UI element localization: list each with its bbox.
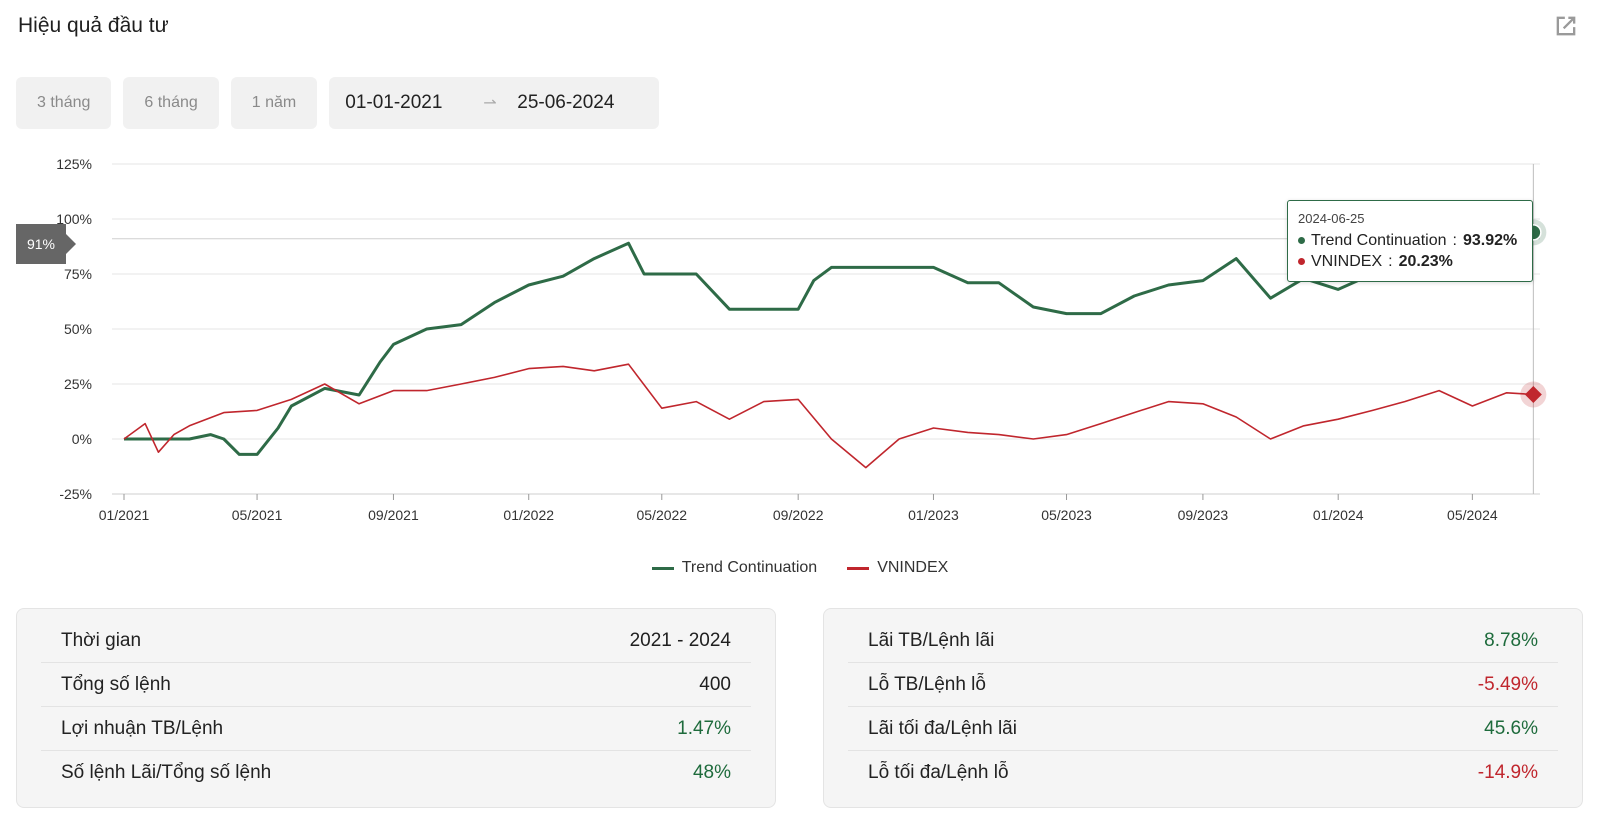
stat-label: Thời gian [61,629,142,651]
stat-row: Lợi nhuận TB/Lệnh 1.47% [41,707,751,751]
period-filters: 3 tháng 6 tháng 1 năm 01-01-2021 ⇀ 25-06… [16,77,660,129]
y-tick-label: 75% [64,266,92,282]
stat-value: 1.47% [677,717,731,739]
green-dot-icon [1298,237,1305,244]
x-tick-label: 05/2024 [1447,507,1498,523]
stat-row: Lãi TB/Lệnh lãi 8.78% [848,619,1558,663]
legend-line-icon [651,566,674,570]
x-tick-label: 05/2023 [1041,507,1092,523]
y-tick-label: 50% [64,321,92,337]
series-line-trend-continuation [124,230,1534,456]
stat-value: 45.6% [1484,717,1538,739]
stats-panel-right: Lãi TB/Lệnh lãi 8.78% Lỗ TB/Lệnh lỗ -5.4… [823,608,1583,808]
legend-line-icon [847,566,870,570]
header: Hiệu quả đầu tư [18,12,1600,42]
stat-value: 48% [692,762,731,783]
stat-row: Lãi tối đa/Lệnh lãi 45.6% [848,707,1558,751]
date-from-input[interactable]: 01-01-2021 [345,92,443,113]
tooltip-series-name: VNINDEX [1311,253,1383,270]
y-axis: 125% 100% 75% 50% 25% 0% -25% [56,156,92,502]
red-dot-icon [1298,258,1305,265]
stat-value: 2021 - 2024 [629,629,731,651]
period-6-months-button[interactable]: 6 tháng [123,77,219,129]
arrow-right-icon: ⇀ [483,95,497,112]
page-title: Hiệu quả đầu tư [18,14,169,37]
series-line-vnindex [123,363,1534,469]
x-tick-label: 09/2021 [368,507,419,523]
legend-label: Trend Continuation [681,559,818,576]
stat-row: Tổng số lệnh 400 [41,663,751,707]
x-tick-label: 05/2022 [636,507,687,523]
chart-tooltip: 2024-06-25 Trend Continuation: 93.92% VN… [1287,200,1533,282]
stat-row: Số lệnh Lãi/Tổng số lệnh 48% [41,751,751,795]
x-tick-label: 09/2022 [773,507,824,523]
x-tick-label: 05/2021 [232,507,283,523]
x-tick-label: 01/2023 [908,507,959,523]
stat-label: Lỗ tối đa/Lệnh lỗ [868,762,1009,783]
tooltip-row-index: VNINDEX: 20.23% [1298,251,1522,272]
open-external-icon[interactable] [1552,12,1580,40]
legend-label: VNINDEX [877,559,949,576]
y-tick-label: 125% [56,156,92,172]
tooltip-row-strategy: Trend Continuation: 93.92% [1298,230,1522,251]
date-range-picker[interactable]: 01-01-2021 ⇀ 25-06-2024 [329,77,660,129]
date-to-input[interactable]: 25-06-2024 [517,92,615,113]
x-tick-label: 09/2023 [1178,507,1229,523]
stat-value: 8.78% [1484,629,1538,651]
stat-label: Lợi nhuận TB/Lệnh [61,717,224,739]
stat-value: -5.49% [1477,673,1538,695]
legend-item-trend-continuation[interactable]: Trend Continuation [651,559,818,577]
y-tick-label: -25% [59,486,92,502]
chart-legend: Trend Continuation VNINDEX [0,559,1600,577]
stats-panel-left: Thời gian 2021 - 2024 Tổng số lệnh 400 L… [16,608,776,808]
tooltip-series-value: 20.23% [1398,253,1453,270]
period-1-year-button[interactable]: 1 năm [230,77,318,129]
crosshair-y-label: 91% [16,224,76,264]
stat-label: Lỗ TB/Lệnh lỗ [868,673,986,695]
stat-value: -14.9% [1477,762,1538,783]
stat-row: Lỗ tối đa/Lệnh lỗ -14.9% [848,751,1558,795]
period-3-months-button[interactable]: 3 tháng [16,77,112,129]
stat-label: Số lệnh Lãi/Tổng số lệnh [61,762,272,783]
stat-label: Lãi TB/Lệnh lãi [868,629,995,651]
x-tick-label: 01/2022 [503,507,554,523]
y-tick-label: 0% [72,431,92,447]
tooltip-series-value: 93.92% [1462,232,1518,249]
x-tick-label: 01/2021 [99,507,150,523]
stat-label: Tổng số lệnh [61,673,171,695]
stat-row: Lỗ TB/Lệnh lỗ -5.49% [848,663,1558,707]
x-tick-label: 01/2024 [1313,507,1364,523]
tooltip-series-name: Trend Continuation [1311,232,1447,249]
chart-grid [112,163,1540,495]
chart-series [123,230,1534,469]
performance-chart[interactable]: 125% 100% 75% 50% 25% 0% -25% 01/2021 05/2021 09… [0,150,1600,590]
x-axis: 01/2021 05/2021 09/2021 01/2022 05/2022 09/20… [99,494,1498,523]
tooltip-date: 2024-06-25 [1298,211,1365,226]
stat-value: 400 [699,673,731,695]
stat-row: Thời gian 2021 - 2024 [41,619,751,663]
y-tick-label: 100% [56,211,92,227]
legend-item-vnindex[interactable]: VNINDEX [847,559,948,577]
y-tick-label: 25% [64,376,92,392]
stat-label: Lãi tối đa/Lệnh lãi [868,717,1017,739]
